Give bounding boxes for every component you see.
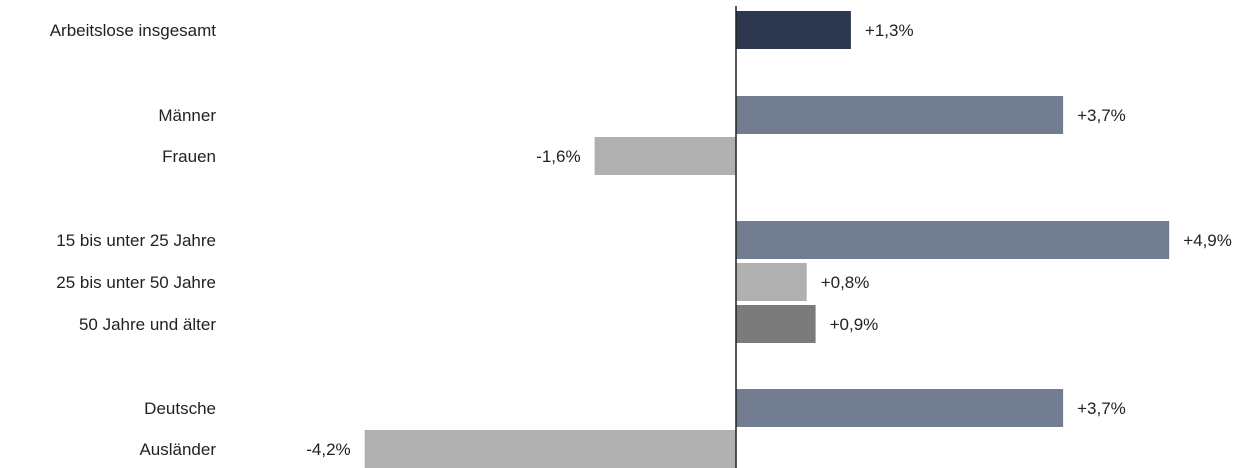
bar-deutsche: [736, 389, 1064, 427]
data-label-frauen: -1,6%: [536, 147, 580, 166]
category-label-arbeitslose-insgesamt: Arbeitslose insgesamt: [50, 21, 217, 40]
bar-15-bis-unter-25-jahre: [736, 221, 1170, 259]
data-label-maenner: +3,7%: [1077, 106, 1126, 125]
bar-25-bis-unter-50-jahre: [736, 263, 807, 301]
category-label-auslaender: Ausländer: [139, 440, 216, 459]
category-label-deutsche: Deutsche: [144, 399, 216, 418]
category-label-15-bis-unter-25-jahre: 15 bis unter 25 Jahre: [56, 231, 216, 250]
data-label-25-bis-unter-50-jahre: +0,8%: [821, 273, 870, 292]
data-label-arbeitslose-insgesamt: +1,3%: [865, 21, 914, 40]
category-labels-group: Arbeitslose insgesamt Männer Frauen 15 bis …: [50, 21, 217, 459]
bars-group: [364, 11, 1170, 468]
bar-frauen: [594, 137, 736, 175]
bar-auslaender: [364, 430, 736, 468]
data-labels-group: +1,3% +3,7% -1,6% +4,9% +0,8% +0,9% +3,7% -4,2%: [306, 21, 1232, 459]
data-label-15-bis-unter-25-jahre: +4,9%: [1183, 231, 1232, 250]
data-label-deutsche: +3,7%: [1077, 399, 1126, 418]
data-label-50-jahre-und-aelter: +0,9%: [830, 315, 879, 334]
bar-50-jahre-und-aelter: [736, 305, 816, 343]
bar-maenner: [736, 96, 1064, 134]
category-label-25-bis-unter-50-jahre: 25 bis unter 50 Jahre: [56, 273, 216, 292]
data-label-auslaender: -4,2%: [306, 440, 350, 459]
bar-arbeitslose-insgesamt: [736, 11, 851, 49]
category-label-50-jahre-und-aelter: 50 Jahre und älter: [79, 315, 216, 334]
category-label-maenner: Männer: [158, 106, 216, 125]
category-label-frauen: Frauen: [162, 147, 216, 166]
